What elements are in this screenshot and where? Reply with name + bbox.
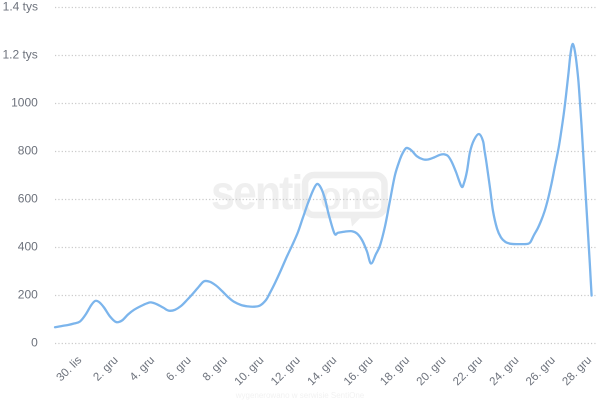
svg-text:senti: senti — [211, 166, 301, 220]
svg-text:0: 0 — [31, 336, 38, 350]
svg-text:400: 400 — [18, 240, 38, 254]
svg-text:wygenerowano w serwisie SentiO: wygenerowano w serwisie SentiOne — [235, 391, 365, 400]
svg-text:800: 800 — [18, 144, 38, 158]
svg-text:1000: 1000 — [11, 96, 38, 110]
svg-text:1.2 tys: 1.2 tys — [2, 48, 37, 62]
svg-text:200: 200 — [18, 288, 38, 302]
svg-text:one: one — [320, 173, 380, 217]
svg-text:1.4 tys: 1.4 tys — [3, 0, 38, 14]
svg-text:600: 600 — [18, 192, 38, 206]
